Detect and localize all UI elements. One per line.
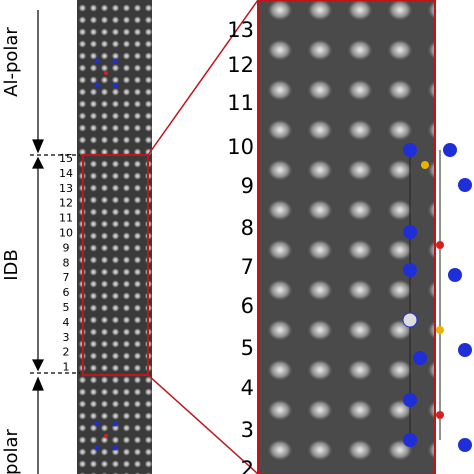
layer-number: 6 (241, 294, 254, 318)
layer-number: 5 (63, 301, 70, 314)
zoom-line (147, 374, 259, 474)
layer-number: 9 (63, 241, 70, 254)
layer-number: 4 (63, 316, 70, 329)
layer-number: 10 (59, 227, 73, 240)
zoom-box (82, 154, 149, 376)
layer-number: 6 (63, 286, 70, 299)
layer-number: 7 (241, 255, 254, 279)
layer-number: 13 (227, 18, 254, 42)
layer-number: 3 (241, 418, 254, 442)
layer-number: 5 (241, 336, 254, 360)
layer-number: 11 (59, 212, 73, 225)
layer-number: 11 (227, 91, 254, 115)
structure-model (402, 143, 472, 452)
region-arrows (30, 10, 80, 474)
layer-number: 1 (63, 361, 70, 374)
layer-number: 7 (63, 271, 70, 284)
layer-number: 14 (59, 167, 73, 180)
region-label: IDB (1, 249, 22, 281)
layer-number: 8 (63, 256, 70, 269)
layer-number: 2 (241, 457, 254, 474)
region-label: Al-polar (1, 27, 22, 97)
layer-number: 12 (59, 197, 73, 210)
small-markers (94, 58, 118, 451)
layer-number: 8 (241, 216, 254, 240)
layer-number: 2 (63, 346, 70, 359)
layer-number: 4 (241, 376, 254, 400)
stem-strip (77, 0, 152, 474)
region-label: polar (1, 428, 22, 474)
layer-number: 15 (59, 152, 73, 165)
layer-number: 10 (227, 135, 254, 159)
layer-number: 9 (241, 174, 254, 198)
layer-number: 3 (63, 331, 70, 344)
zoom-line (147, 0, 259, 156)
layer-number: 12 (227, 53, 254, 77)
layer-number: 13 (59, 182, 73, 195)
